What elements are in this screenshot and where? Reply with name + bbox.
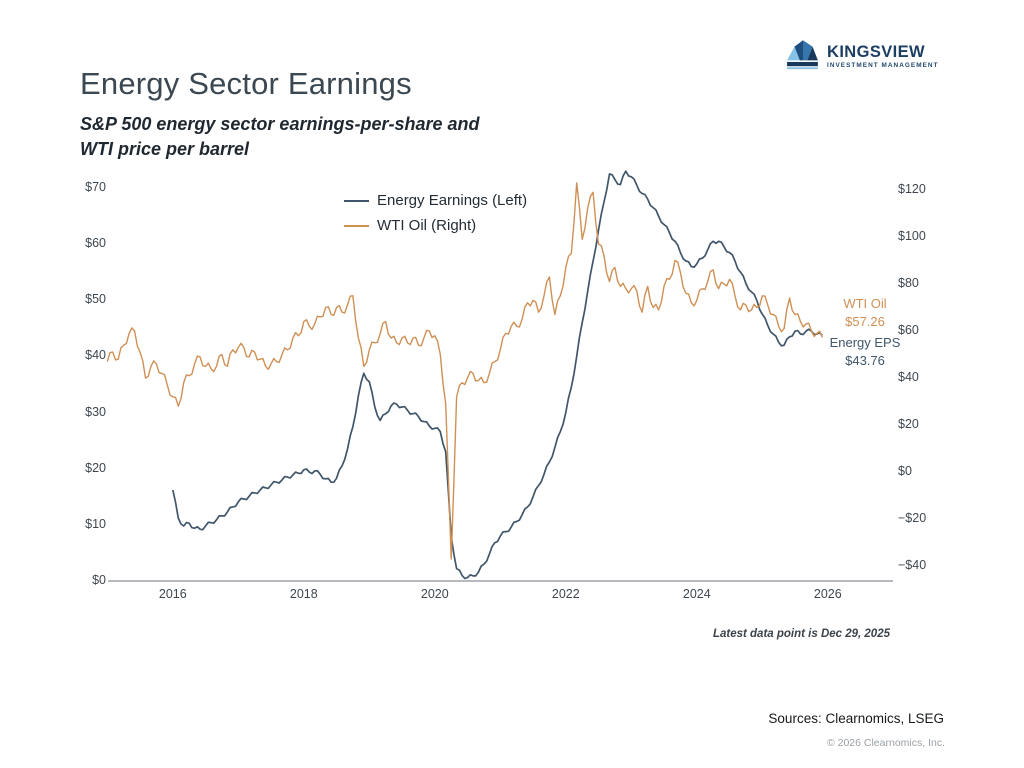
y-axis-right-tick-label: $0 [898,464,912,478]
legend-line-swatch-wti [344,224,369,227]
y-axis-right-tick-label: $80 [898,276,919,290]
legend-label: Energy Earnings (Left) [377,192,528,209]
y-axis-right-tick-label: $20 [898,417,919,431]
chart-legend: Energy Earnings (Left) WTI Oil (Right) [344,188,527,238]
annotation-series-name: Energy EPS [829,335,901,350]
x-axis-tick-label: 2020 [420,587,449,601]
energy-eps-value-annotation: Energy EPS $43.76 [818,334,912,369]
y-axis-right-tick-label: $60 [898,323,919,337]
y-axis-right-tick-label: −$20 [898,511,927,525]
legend-label: WTI Oil (Right) [377,217,477,234]
y-axis-left-tick-label: $10 [85,516,106,531]
legend-item-energy-earnings: Energy Earnings (Left) [344,188,527,213]
legend-line-swatch-energy [344,199,369,202]
y-axis-right-tick-label: −$40 [898,558,927,572]
copyright-note: © 2026 Clearnomics, Inc. [826,737,945,749]
annotation-series-name: WTI Oil [843,296,887,311]
annotation-value: $43.76 [845,352,885,368]
x-axis-tick-label: 2016 [158,587,187,601]
y-axis-left-tick-label: $30 [85,404,106,419]
y-axis-left-tick-label: $0 [92,573,106,587]
logo-text: KINGSVIEW INVESTMENT MANAGEMENT [827,44,939,69]
x-axis-tick-label: 2026 [813,587,842,601]
chart-subtitle-line2: WTI price per barrel [80,139,250,159]
chart-subtitle: S&P 500 energy sector earnings-per-share… [80,112,480,162]
y-axis-left-tick-label: $70 [85,179,106,194]
y-axis-left-tick-label: $50 [85,292,106,307]
y-axis-left-tick-label: $40 [85,348,106,363]
sources-note: Sources: Clearnomics, LSEG [768,711,944,726]
series-line-energy-earnings [171,170,823,580]
x-axis-tick-label: 2022 [551,587,580,601]
logo-name: KINGSVIEW [827,43,926,61]
annotation-value: $57.26 [845,313,885,329]
y-axis-left-tick-label: $20 [85,460,106,475]
y-axis-right-tick-label: $100 [898,229,926,243]
y-axis-left-tick-label: $60 [85,236,106,251]
logo-tagline: INVESTMENT MANAGEMENT [827,62,939,69]
chart-subtitle-line1: S&P 500 energy sector earnings-per-share… [80,114,480,134]
y-axis-right-tick-label: $120 [898,182,926,196]
x-axis-tick-label: 2018 [289,587,318,601]
y-axis-right-tick-label: $40 [898,370,919,384]
wti-oil-value-annotation: WTI Oil $57.26 [818,295,912,330]
kingsview-logo: KINGSVIEW INVESTMENT MANAGEMENT [786,38,939,70]
x-axis-tick-label: 2024 [682,587,711,601]
series-line-wti-oil [106,182,823,560]
page-title: Energy Sector Earnings [80,66,412,101]
latest-data-footnote: Latest data point is Dec 29, 2025 [712,628,890,640]
crown-icon [787,40,818,70]
legend-item-wti-oil: WTI Oil (Right) [344,213,527,238]
